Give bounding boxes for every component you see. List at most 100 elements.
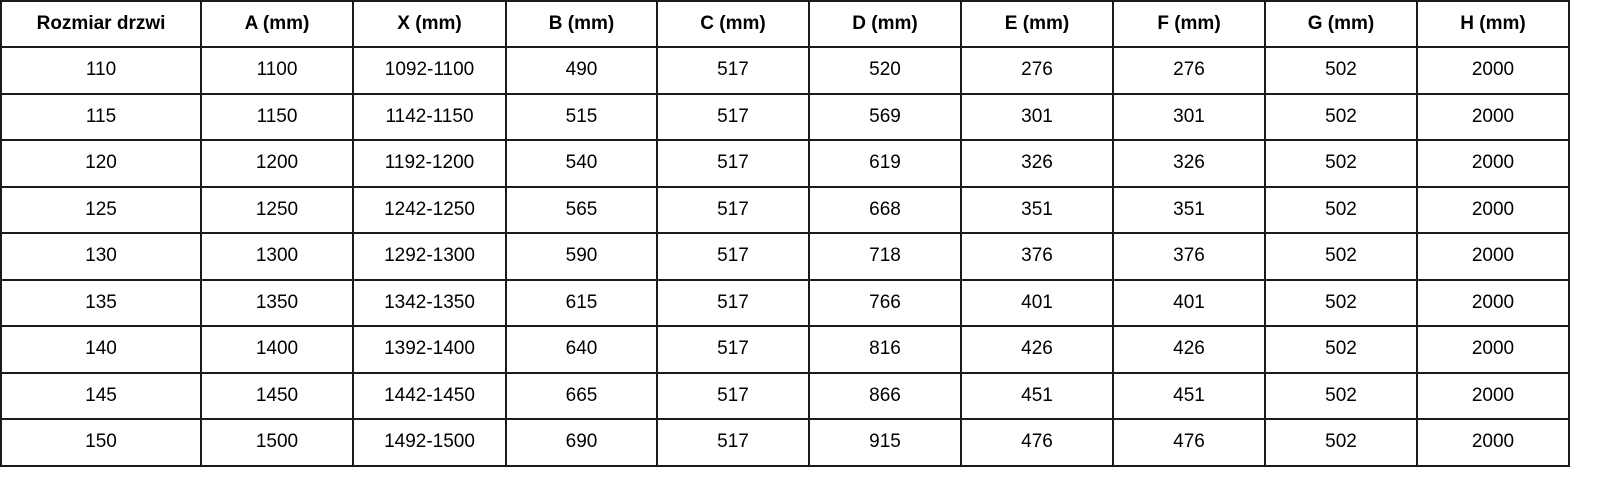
table-cell: 766 [808,278,962,327]
table-cell: 590 [505,232,658,281]
table-cell: 451 [1112,371,1266,420]
table-cell: 866 [808,371,962,420]
table-cell: 2000 [1416,139,1570,188]
table-row: 125 1250 1242-1250 565 517 668 351 351 502 2000 [0,185,1570,234]
table-cell: 1150 [200,92,354,141]
table-cell: 476 [1112,418,1266,467]
table-cell: 401 [1112,278,1266,327]
table-cell: 1200 [200,139,354,188]
table-cell: 376 [1112,232,1266,281]
table-cell: 1192-1200 [352,139,507,188]
column-header: X (mm) [352,0,507,48]
table-cell: 915 [808,418,962,467]
table-cell: 150 [0,418,202,467]
table-cell: 1350 [200,278,354,327]
table-row: 130 1300 1292-1300 590 517 718 376 376 502 2000 [0,232,1570,281]
table-cell: 1500 [200,418,354,467]
column-header: G (mm) [1264,0,1418,48]
table-row: 145 1450 1442-1450 665 517 866 451 451 502 2000 [0,371,1570,420]
table-cell: 1492-1500 [352,418,507,467]
table-row: 120 1200 1192-1200 540 517 619 326 326 502 2000 [0,139,1570,188]
table-cell: 1092-1100 [352,46,507,95]
table-cell: 569 [808,92,962,141]
table-cell: 276 [960,46,1114,95]
column-header: E (mm) [960,0,1114,48]
table-cell: 2000 [1416,232,1570,281]
table-cell: 326 [1112,139,1266,188]
table-cell: 426 [1112,325,1266,374]
table-cell: 619 [808,139,962,188]
table-cell: 125 [0,185,202,234]
table-cell: 502 [1264,418,1418,467]
table-cell: 2000 [1416,46,1570,95]
table-cell: 502 [1264,46,1418,95]
column-header: F (mm) [1112,0,1266,48]
table-cell: 502 [1264,232,1418,281]
table-cell: 517 [656,92,810,141]
table-cell: 426 [960,325,1114,374]
table-cell: 276 [1112,46,1266,95]
table-cell: 120 [0,139,202,188]
table-cell: 502 [1264,371,1418,420]
table-cell: 665 [505,371,658,420]
table-cell: 140 [0,325,202,374]
door-dimensions-table: Rozmiar drzwi A (mm) X (mm) B (mm) C (mm) D (… [0,0,1570,467]
table-cell: 2000 [1416,325,1570,374]
table-cell: 690 [505,418,658,467]
table-cell: 145 [0,371,202,420]
table-cell: 502 [1264,278,1418,327]
table-cell: 502 [1264,139,1418,188]
header-row: Rozmiar drzwi A (mm) X (mm) B (mm) C (mm) D (… [0,0,1570,48]
table-cell: 540 [505,139,658,188]
table-cell: 2000 [1416,418,1570,467]
column-header: D (mm) [808,0,962,48]
table-cell: 1392-1400 [352,325,507,374]
table-cell: 565 [505,185,658,234]
table-cell: 517 [656,418,810,467]
table-cell: 520 [808,46,962,95]
table-cell: 1292-1300 [352,232,507,281]
table-cell: 1450 [200,371,354,420]
table-cell: 2000 [1416,371,1570,420]
table-cell: 517 [656,278,810,327]
column-header: B (mm) [505,0,658,48]
table-cell: 1250 [200,185,354,234]
table-cell: 1242-1250 [352,185,507,234]
table-row: 135 1350 1342-1350 615 517 766 401 401 502 2000 [0,278,1570,327]
table-cell: 517 [656,139,810,188]
table-cell: 502 [1264,185,1418,234]
table-cell: 1442-1450 [352,371,507,420]
table-cell: 517 [656,232,810,281]
table-cell: 2000 [1416,185,1570,234]
table-cell: 517 [656,46,810,95]
column-header: C (mm) [656,0,810,48]
table-cell: 2000 [1416,278,1570,327]
table-cell: 615 [505,278,658,327]
table-cell: 490 [505,46,658,95]
table-cell: 1100 [200,46,354,95]
table-row: 115 1150 1142-1150 515 517 569 301 301 502 2000 [0,92,1570,141]
table-cell: 451 [960,371,1114,420]
table-cell: 1400 [200,325,354,374]
table-cell: 668 [808,185,962,234]
table-cell: 110 [0,46,202,95]
table-cell: 515 [505,92,658,141]
table-row: 140 1400 1392-1400 640 517 816 426 426 502 2000 [0,325,1570,374]
table-cell: 502 [1264,325,1418,374]
table-cell: 517 [656,371,810,420]
table-cell: 1342-1350 [352,278,507,327]
table-cell: 502 [1264,92,1418,141]
table-cell: 301 [1112,92,1266,141]
column-header: Rozmiar drzwi [0,0,202,48]
table-cell: 1142-1150 [352,92,507,141]
table-cell: 351 [1112,185,1266,234]
table-cell: 718 [808,232,962,281]
column-header: H (mm) [1416,0,1570,48]
table-cell: 376 [960,232,1114,281]
table-cell: 816 [808,325,962,374]
table-cell: 517 [656,185,810,234]
table-cell: 351 [960,185,1114,234]
table-cell: 517 [656,325,810,374]
column-header: A (mm) [200,0,354,48]
table-cell: 1300 [200,232,354,281]
